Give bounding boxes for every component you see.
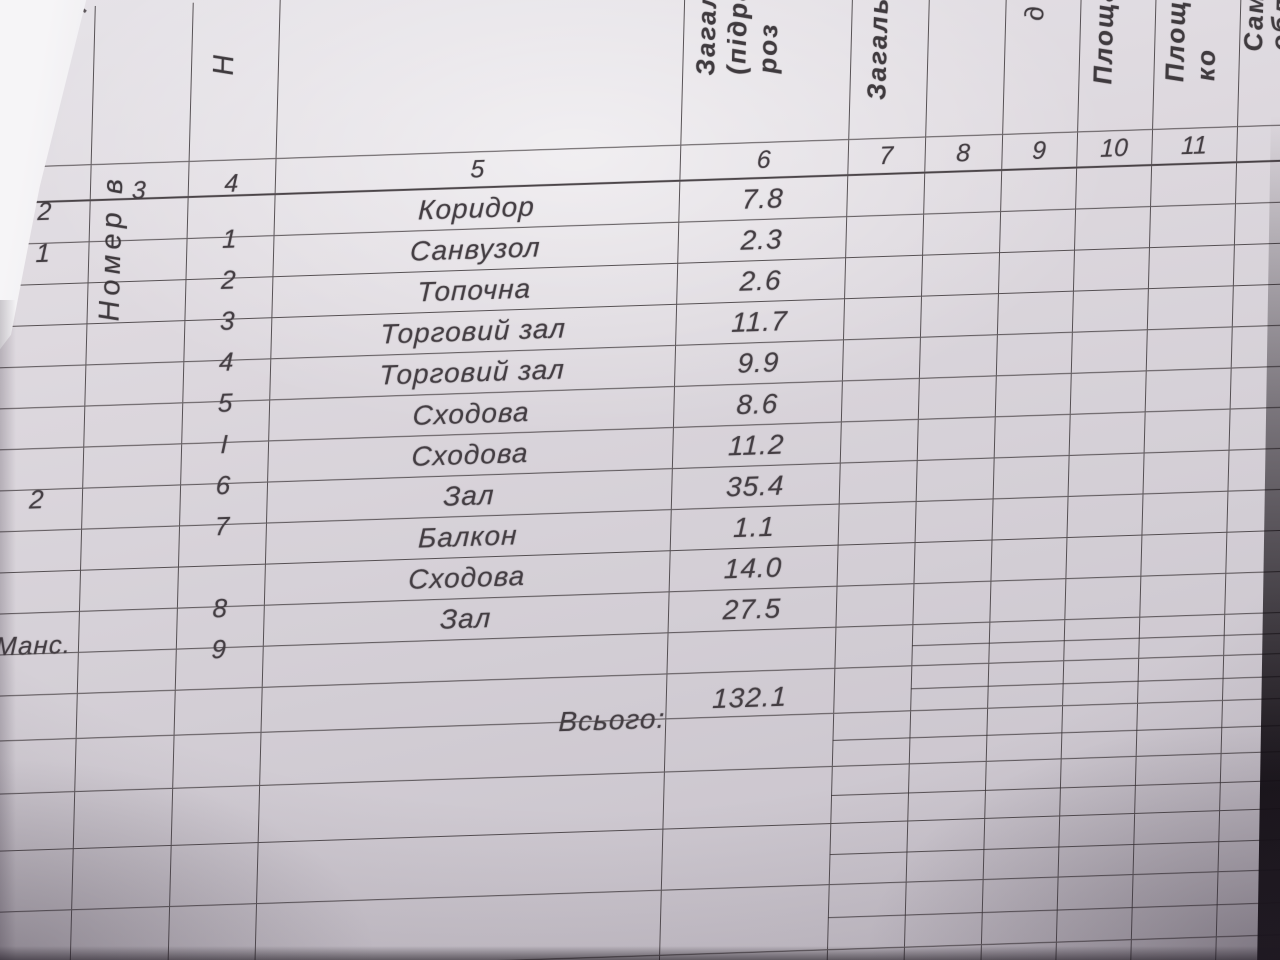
column-header-area-ko: Площа ко bbox=[1159, 0, 1222, 83]
area-cell: 2.6 bbox=[739, 264, 783, 297]
column-number: 7 bbox=[878, 141, 894, 170]
area-cell: 27.5 bbox=[722, 592, 782, 626]
area-cell: 11.7 bbox=[730, 305, 789, 339]
area-cell: 2.3 bbox=[740, 223, 784, 256]
column-number: 10 bbox=[1099, 133, 1129, 163]
area-cell: 8.6 bbox=[736, 387, 779, 420]
area-cell: 9.9 bbox=[737, 346, 780, 379]
area-cell: 7.8 bbox=[741, 182, 785, 215]
column-header-total-calc: Загал (підра роз bbox=[690, 0, 784, 77]
area-cell: 14.0 bbox=[723, 551, 783, 585]
area-cell: 1.1 bbox=[732, 510, 776, 544]
column-header-d: д bbox=[1019, 3, 1050, 22]
column-number: 11 bbox=[1180, 130, 1208, 160]
column-header-total: Загальн bbox=[861, 0, 895, 101]
column-number: 9 bbox=[1031, 136, 1047, 165]
partial-glyph bbox=[64, 0, 87, 13]
area-cell: 35.4 bbox=[725, 469, 785, 503]
column-header-self: Сам обла bbox=[1237, 0, 1280, 53]
column-number: 6 bbox=[756, 145, 772, 174]
area-cell: 11.2 bbox=[727, 428, 785, 462]
column-header-n: Н bbox=[207, 52, 241, 77]
column-number: 8 bbox=[955, 138, 971, 168]
column-header-area: Площа bbox=[1087, 0, 1120, 86]
